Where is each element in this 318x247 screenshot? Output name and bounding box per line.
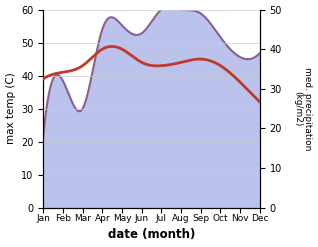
Y-axis label: med. precipitation
(kg/m2): med. precipitation (kg/m2) xyxy=(293,67,313,150)
X-axis label: date (month): date (month) xyxy=(108,228,195,242)
Y-axis label: max temp (C): max temp (C) xyxy=(5,73,16,144)
